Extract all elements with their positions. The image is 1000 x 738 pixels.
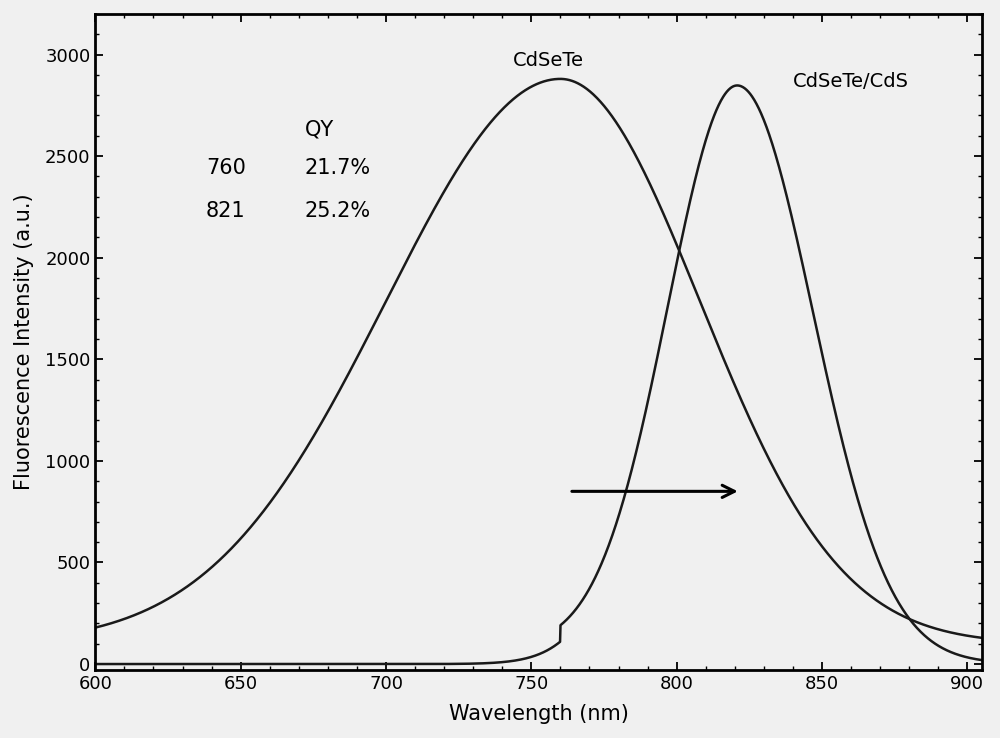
Text: 821: 821 xyxy=(206,201,245,221)
Text: CdSeTe: CdSeTe xyxy=(513,51,584,70)
Y-axis label: Fluorescence Intensity (a.u.): Fluorescence Intensity (a.u.) xyxy=(14,193,34,490)
X-axis label: Wavelength (nm): Wavelength (nm) xyxy=(449,704,629,724)
Text: 21.7%: 21.7% xyxy=(305,158,371,178)
Text: 760: 760 xyxy=(206,158,246,178)
Text: QY: QY xyxy=(305,120,334,139)
Text: CdSeTe/CdS: CdSeTe/CdS xyxy=(793,72,909,91)
Text: 25.2%: 25.2% xyxy=(305,201,371,221)
